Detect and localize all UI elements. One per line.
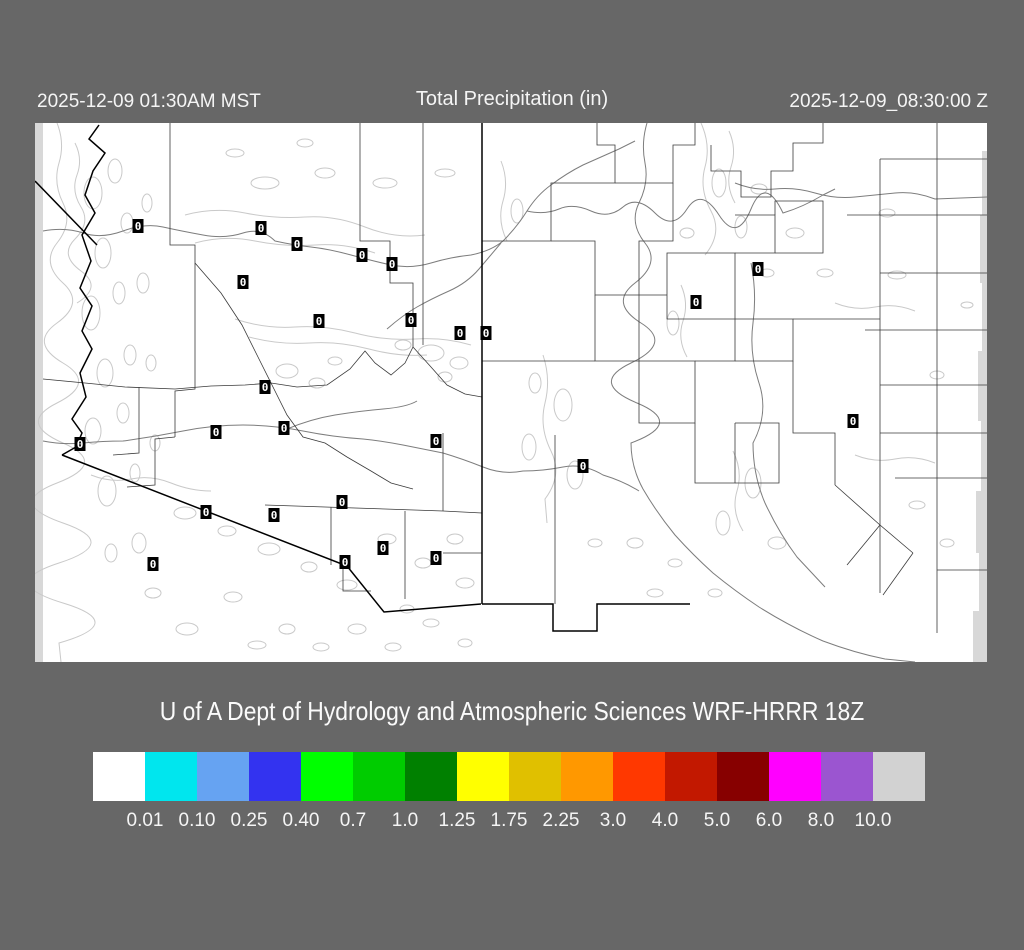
station-marker: 0 — [430, 434, 442, 448]
station-value: 0 — [457, 327, 464, 340]
colorbar-tick-label: 0.7 — [339, 810, 367, 831]
station-value: 0 — [262, 381, 269, 394]
colorbar-tick-label: 0.40 — [282, 810, 320, 831]
colorbar-cell — [145, 752, 197, 801]
colorbar-cell — [769, 752, 821, 801]
station-value: 0 — [258, 222, 265, 235]
station-marker: 0 — [690, 295, 702, 309]
colorbar-cell — [249, 752, 301, 801]
colorbar-tick-label: 0.25 — [230, 810, 268, 831]
weather-map: 0 0 0 0 0 0 0 0 0 0 0 0 0 0 0 0 0 0 0 0 0 0 0 0 0 0 — [35, 123, 987, 662]
station-value: 0 — [693, 296, 700, 309]
colorbar-tick-label: 0.10 — [178, 810, 216, 831]
station-value: 0 — [150, 558, 157, 571]
colorbar-cell — [93, 752, 145, 801]
station-value: 0 — [240, 276, 247, 289]
station-value: 0 — [342, 556, 349, 569]
colorbar-cell — [665, 752, 717, 801]
station-marker: 0 — [339, 555, 351, 569]
colorbar-tick-label: 2.25 — [542, 810, 580, 831]
colorbar-cell — [717, 752, 769, 801]
colorbar-cell — [353, 752, 405, 801]
river-lines — [42, 123, 987, 662]
station-markers-layer: 0 0 0 0 0 0 0 0 0 0 0 0 0 0 0 0 0 0 0 0 0 0 0 0 0 0 — [74, 219, 859, 571]
header-right-timestamp: 2025-12-09_08:30:00 Z — [789, 91, 988, 112]
station-value: 0 — [213, 426, 220, 439]
station-marker: 0 — [454, 326, 466, 340]
station-marker: 0 — [752, 262, 764, 276]
colorbar-tick-label: 8.0 — [807, 810, 835, 831]
station-marker: 0 — [268, 508, 280, 522]
state-borders — [35, 123, 690, 632]
colorbar-tick-label: 5.0 — [703, 810, 731, 831]
station-marker: 0 — [377, 541, 389, 555]
colorbar-cell — [873, 752, 925, 801]
station-marker: 0 — [259, 380, 271, 394]
station-marker: 0 — [577, 459, 589, 473]
station-value: 0 — [77, 438, 84, 451]
map-svg: 0 0 0 0 0 0 0 0 0 0 0 0 0 0 0 0 0 0 0 0 0 0 0 0 0 0 — [35, 123, 987, 662]
colorbar-cell — [457, 752, 509, 801]
colorbar — [93, 752, 925, 801]
station-value: 0 — [755, 263, 762, 276]
terrain-contours — [35, 123, 974, 662]
station-marker: 0 — [278, 421, 290, 435]
page-title: Total Precipitation (in) — [415, 88, 609, 110]
station-value: 0 — [281, 422, 288, 435]
station-marker: 0 — [386, 257, 398, 271]
colorbar-cell — [561, 752, 613, 801]
station-marker: 0 — [237, 275, 249, 289]
colorbar-tick-label: 0.01 — [126, 810, 164, 831]
station-marker: 0 — [313, 314, 325, 328]
station-marker: 0 — [210, 425, 222, 439]
station-marker: 0 — [430, 551, 442, 565]
colorbar-cell — [821, 752, 873, 801]
station-marker: 0 — [132, 219, 144, 233]
colorbar-cell — [613, 752, 665, 801]
station-value: 0 — [389, 258, 396, 271]
station-value: 0 — [408, 314, 415, 327]
station-value: 0 — [294, 238, 301, 251]
station-value: 0 — [339, 496, 346, 509]
station-marker: 0 — [336, 495, 348, 509]
colorbar-tick-label: 4.0 — [651, 810, 679, 831]
station-marker: 0 — [74, 437, 86, 451]
station-marker: 0 — [356, 248, 368, 262]
colorbar-tick-label: 1.75 — [490, 810, 528, 831]
station-value: 0 — [433, 552, 440, 565]
station-marker: 0 — [480, 326, 492, 340]
station-value: 0 — [359, 249, 366, 262]
county-boundaries — [42, 123, 987, 633]
colorbar-tick-label: 1.25 — [438, 810, 476, 831]
station-marker: 0 — [405, 313, 417, 327]
colorbar-tick-label: 1.0 — [391, 810, 419, 831]
colorbar-labels: 0.01 0.10 0.25 0.40 0.7 1.0 1.25 1.75 2.25 3.0 4.0… — [93, 810, 925, 836]
station-marker: 0 — [847, 414, 859, 428]
colorbar-cell — [197, 752, 249, 801]
colorbar-cell — [301, 752, 353, 801]
station-marker: 0 — [291, 237, 303, 251]
colorbar-tick-label: 6.0 — [755, 810, 783, 831]
colorbar-tick-label: 3.0 — [599, 810, 627, 831]
station-value: 0 — [433, 435, 440, 448]
station-value: 0 — [203, 506, 210, 519]
colorbar-cell — [405, 752, 457, 801]
domain-edge-strips — [35, 123, 987, 662]
station-value: 0 — [850, 415, 857, 428]
colorbar-tick-label: 10.0 — [854, 810, 892, 831]
header-left-timestamp: 2025-12-09 01:30AM MST — [37, 91, 261, 112]
footer-title: U of A Dept of Hydrology and Atmospheric… — [159, 696, 865, 726]
station-value: 0 — [483, 327, 490, 340]
station-value: 0 — [271, 509, 278, 522]
station-value: 0 — [316, 315, 323, 328]
station-value: 0 — [380, 542, 387, 555]
colorbar-cell — [509, 752, 561, 801]
station-value: 0 — [580, 460, 587, 473]
station-value: 0 — [135, 220, 142, 233]
station-marker: 0 — [200, 505, 212, 519]
station-marker: 0 — [147, 557, 159, 571]
station-marker: 0 — [255, 221, 267, 235]
